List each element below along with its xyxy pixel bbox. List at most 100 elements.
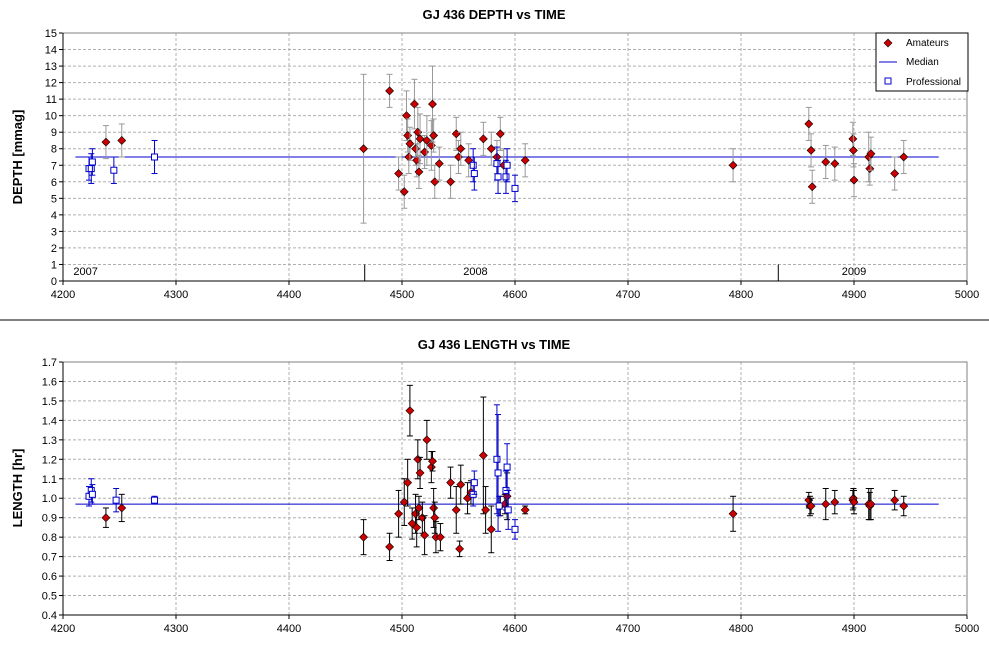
length-amateur-point [394, 509, 404, 519]
depth-y-tick-label: 9 [51, 127, 57, 139]
depth-amateur-point [399, 187, 409, 197]
depth-amateur-point [422, 136, 432, 145]
length-y-tick-label: 1.0 [42, 493, 57, 505]
depth-amateur-point [405, 139, 415, 149]
length-x-tick-label: 4500 [390, 623, 414, 635]
length-x-tick-label: 4900 [842, 623, 866, 635]
depth-professional-point [494, 173, 502, 181]
depth-y-tick-label: 1 [51, 259, 57, 271]
depth-amateur-point [848, 134, 858, 144]
depth-y-tick-label: 7 [51, 160, 57, 172]
length-amateur-point [420, 530, 430, 540]
depth-professional-point [88, 158, 96, 166]
depth-y-tick-label: 2 [51, 243, 57, 255]
length-x-tick-label: 4700 [616, 623, 640, 635]
length-amateur-point [821, 499, 831, 509]
legend-amateurs-label: Amateurs [906, 38, 949, 49]
length-y-tick-label: 1.3 [42, 435, 57, 447]
length-y-axis-label: LENGTH [hr] [10, 449, 25, 528]
legend-professional-marker [884, 77, 892, 85]
depth-amateur-point [520, 155, 530, 165]
depth-y-tick-label: 4 [51, 210, 57, 222]
length-x-tick-label: 4800 [729, 623, 753, 635]
depth-amateur-point [830, 159, 840, 169]
length-professional-point [112, 496, 120, 504]
length-amateur-point [520, 505, 530, 515]
depth-y-tick-label: 8 [51, 144, 57, 156]
depth-y-tick-label: 3 [51, 226, 57, 238]
length-x-tick-label: 4200 [51, 623, 75, 635]
depth-professional-point [503, 161, 511, 169]
depth-amateur-point [428, 99, 437, 109]
depth-y-tick-label: 6 [51, 177, 57, 189]
length-amateur-point [456, 480, 466, 490]
length-x-tick-label: 4300 [164, 623, 188, 635]
length-y-tick-label: 0.6 [42, 571, 57, 583]
depth-professional-point [511, 184, 519, 192]
length-professional-point [504, 506, 512, 514]
depth-x-tick-label: 5000 [955, 289, 979, 301]
depth-amateur-point [429, 131, 439, 140]
depth-amateur-point [728, 160, 738, 170]
depth-amateur-point [849, 175, 859, 185]
length-x-tick-label: 4400 [277, 623, 301, 635]
depth-amateur-point [414, 167, 424, 177]
length-amateur-point [428, 456, 437, 466]
length-amateur-point [478, 450, 488, 460]
length-amateur-point [502, 491, 512, 501]
length-amateur-point [486, 524, 496, 534]
depth-x-tick-label: 4700 [616, 289, 640, 301]
length-chart: GJ 436 LENGTH vs TIME LENGTH [hr] 0.4 0.5… [10, 337, 979, 635]
depth-amateur-point [464, 155, 474, 165]
depth-amateur-point [394, 169, 404, 178]
depth-amateur-point [402, 111, 411, 121]
length-chart-title: GJ 436 LENGTH vs TIME [418, 337, 571, 352]
depth-amateur-point [359, 144, 369, 154]
length-amateur-point [399, 497, 409, 507]
length-amateur-point [435, 532, 445, 542]
length-amateur-point [455, 544, 465, 554]
length-professional-point [511, 525, 519, 533]
depth-amateur-point [807, 182, 817, 192]
depth-chart: GJ 436 DEPTH vs TIME DEPTH [mmag] 012345… [10, 7, 979, 301]
depth-amateur-point [385, 86, 394, 96]
depth-professional-point [87, 165, 95, 173]
length-y-tick-label: 1.5 [42, 396, 57, 408]
depth-amateur-point [849, 145, 858, 155]
length-amateur-point [101, 513, 111, 523]
length-y-tick-label: 0.8 [42, 532, 57, 544]
depth-y-tick-label: 14 [45, 45, 57, 57]
depth-y-tick-label: 12 [45, 78, 57, 90]
depth-professional-point [469, 161, 477, 169]
length-y-tick-label: 0.7 [42, 552, 57, 564]
length-x-tick-label: 5000 [955, 623, 979, 635]
length-y-tick-label: 0.9 [42, 513, 57, 525]
legend: Amateurs Median Professional [875, 32, 969, 92]
depth-amateur-point [446, 177, 456, 187]
depth-y-tick-label: 15 [45, 28, 57, 40]
length-amateur-point [407, 519, 417, 528]
length-amateur-point [899, 501, 909, 511]
depth-year-label: 2008 [463, 266, 487, 278]
length-professional-point [88, 490, 96, 498]
depth-amateur-point [495, 129, 505, 139]
length-amateur-point [849, 497, 859, 507]
length-amateur-point [117, 503, 127, 513]
length-y-tick-label: 1.6 [42, 376, 57, 388]
length-amateur-point [405, 406, 415, 416]
depth-x-tick-label: 4900 [842, 289, 866, 301]
depth-y-tick-label: 11 [46, 94, 57, 106]
depth-professional-point [470, 170, 478, 178]
length-plot-area: 0.4 0.5 0.6 0.7 0.8 0.9 1.0 1.1 1.2 1.3 1.4 1.5 1.6 1… [42, 357, 980, 635]
depth-year-label: 2007 [73, 266, 97, 278]
depth-amateur-point [117, 136, 127, 145]
depth-y-tick-label: 10 [45, 111, 57, 123]
depth-amateur-point [404, 152, 414, 162]
length-y-tick-label: 0.5 [42, 591, 57, 603]
length-amateur-point [429, 503, 439, 513]
depth-amateur-point [866, 149, 876, 159]
depth-amateur-point [899, 152, 909, 162]
depth-amateur-point [890, 169, 900, 178]
